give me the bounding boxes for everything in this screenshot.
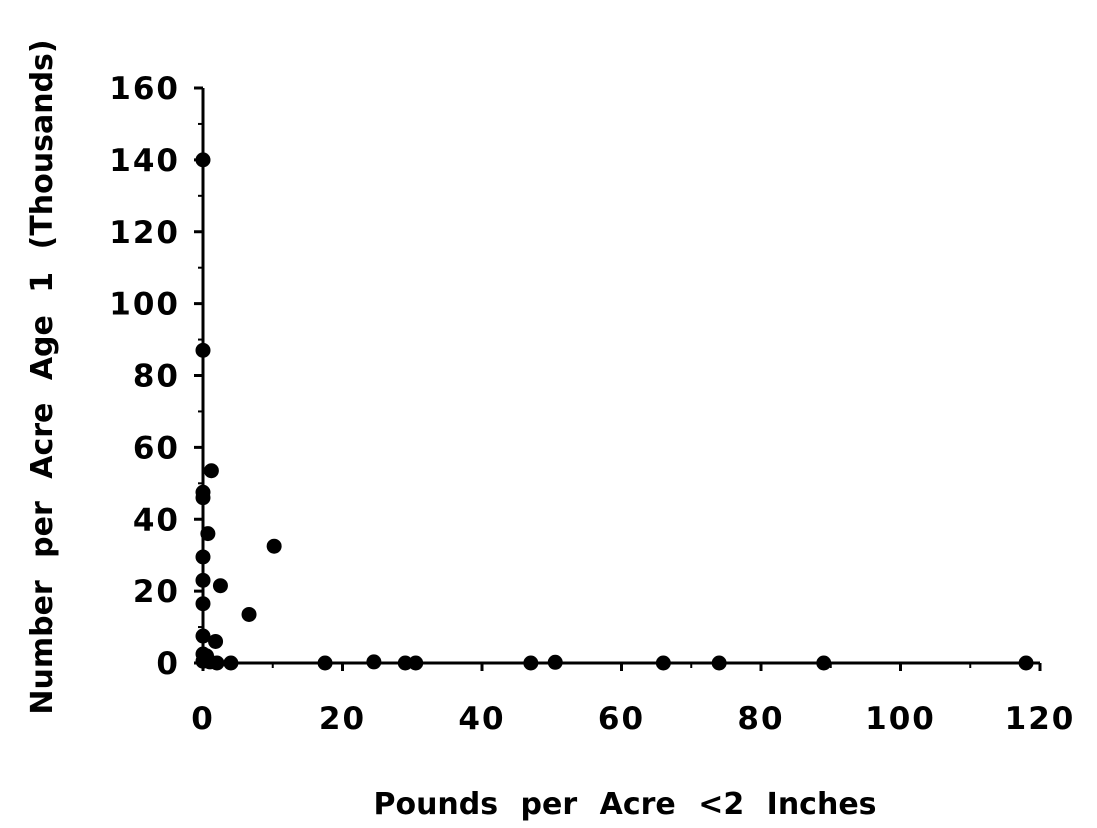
x-tick-label: 60 [598, 701, 645, 737]
x-tick-label: 100 [865, 701, 936, 737]
x-axis-title: Pounds per Acre <2 Inches [373, 787, 876, 822]
data-point [266, 538, 282, 554]
x-tick-label: 20 [319, 701, 366, 737]
x-tick-label: 40 [458, 701, 505, 737]
data-point [655, 655, 671, 671]
y-axis-ticks: 0 20 40 60 80 100 120 140 160 [109, 71, 203, 682]
y-tick-label: 100 [109, 287, 180, 323]
x-tick-label: 80 [737, 701, 784, 737]
data-point [195, 152, 211, 168]
y-tick-label: 60 [133, 430, 180, 466]
data-point [195, 572, 211, 588]
data-point [816, 655, 832, 671]
data-points [195, 152, 1034, 671]
y-tick-label: 160 [109, 71, 180, 107]
x-axis-ticks: 0 20 40 60 80 100 120 [191, 663, 1076, 737]
data-point [212, 578, 228, 594]
data-point [241, 606, 257, 622]
y-tick-label: 0 [156, 646, 180, 682]
data-point [366, 654, 382, 670]
y-tick-label: 140 [109, 143, 180, 179]
data-point [195, 342, 211, 358]
data-point [317, 655, 333, 671]
x-tick-label: 120 [1005, 701, 1076, 737]
data-point [195, 490, 211, 506]
data-point [408, 655, 424, 671]
data-point [200, 526, 216, 542]
y-tick-label: 20 [133, 574, 180, 610]
data-point [195, 628, 211, 644]
data-point [223, 655, 239, 671]
x-tick-label: 0 [191, 701, 215, 737]
data-point [203, 463, 219, 479]
y-tick-label: 120 [109, 215, 180, 251]
data-point [397, 655, 413, 671]
data-point [208, 633, 224, 649]
data-point [209, 655, 225, 671]
data-point [711, 655, 727, 671]
data-point [195, 596, 211, 612]
y-tick-label: 80 [133, 359, 180, 395]
data-point [547, 654, 563, 670]
data-point [523, 655, 539, 671]
y-tick-label: 40 [133, 502, 180, 538]
y-axis-title: Number per Acre Age 1 (Thousands) [25, 39, 60, 714]
data-point [195, 549, 211, 565]
data-point [1018, 655, 1034, 671]
